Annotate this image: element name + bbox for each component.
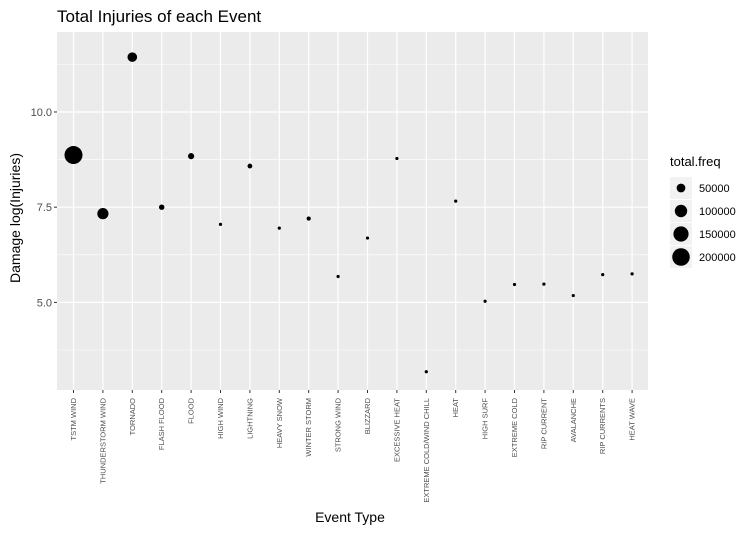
data-point bbox=[64, 146, 83, 165]
chart-title: Total Injuries of each Event bbox=[57, 7, 261, 26]
plot-panel bbox=[57, 32, 648, 390]
data-point bbox=[218, 222, 223, 226]
x-tick-label: WINTER STORM bbox=[304, 398, 313, 457]
x-tick-label: HIGH SURF bbox=[481, 398, 490, 440]
x-tick-label: EXTREME COLD/WIND CHILL bbox=[422, 398, 431, 503]
legend-title: total.freq bbox=[670, 154, 721, 169]
x-tick-label: BLIZZARD bbox=[363, 397, 372, 434]
data-point bbox=[512, 282, 517, 287]
legend-symbol bbox=[673, 226, 689, 242]
legend-label: 150000 bbox=[699, 229, 736, 241]
x-tick-label: HIGH WIND bbox=[216, 397, 225, 438]
y-axis-title: Damage log(Injuries) bbox=[7, 153, 23, 283]
data-point bbox=[188, 153, 195, 160]
legend: total.freq 50000 100000 150000 200000 bbox=[670, 154, 736, 268]
grid-lines bbox=[57, 32, 648, 390]
x-tick-label: EXCESSIVE HEAT bbox=[392, 398, 401, 462]
data-point bbox=[97, 208, 109, 220]
x-tick-label: TSTM WIND bbox=[69, 397, 78, 440]
data-point bbox=[306, 216, 311, 221]
data-point bbox=[542, 282, 546, 286]
y-tick-label: 10.0 bbox=[31, 107, 52, 119]
x-axis-title: Event Type bbox=[315, 509, 385, 525]
x-tick-label: HEAVY SNOW bbox=[275, 397, 284, 448]
data-point bbox=[424, 370, 428, 374]
x-tick-label: EXTREME COLD bbox=[510, 397, 519, 457]
legend-symbol bbox=[672, 248, 690, 266]
x-tick-label: HEAT WAVE bbox=[628, 398, 637, 441]
data-point bbox=[571, 293, 575, 298]
data-point bbox=[277, 226, 281, 230]
x-tick-label: HEAT bbox=[451, 398, 460, 418]
data-point bbox=[336, 274, 340, 279]
data-point bbox=[365, 236, 370, 240]
x-tick-label: RIP CURRENT bbox=[539, 398, 548, 450]
y-tick-label: 7.5 bbox=[37, 202, 52, 214]
x-tick-label: THUNDERSTORM WIND bbox=[98, 397, 107, 483]
y-tick-label: 5.0 bbox=[37, 297, 52, 309]
legend-label: 50000 bbox=[699, 183, 730, 195]
data-point bbox=[454, 199, 458, 203]
legend-label: 200000 bbox=[699, 252, 736, 264]
legend-symbol bbox=[676, 183, 686, 193]
data-point bbox=[630, 272, 634, 276]
legend-symbol bbox=[674, 204, 688, 218]
x-tick-label: RIP CURRENTS bbox=[598, 398, 607, 454]
data-point bbox=[395, 156, 399, 161]
data-points bbox=[64, 52, 634, 374]
x-tick-label: FLOOD bbox=[187, 397, 196, 423]
x-tick-label: FLASH FLOOD bbox=[157, 397, 166, 450]
x-tick-label: AVALANCHE bbox=[569, 398, 578, 442]
x-axis: TSTM WIND THUNDERSTORM WIND TORNADO FLASH F… bbox=[69, 390, 637, 503]
x-tick-label: STRONG WIND bbox=[334, 397, 343, 452]
x-tick-label: LIGHTNING bbox=[245, 398, 254, 439]
data-point bbox=[127, 52, 138, 62]
data-point bbox=[158, 204, 165, 210]
data-point bbox=[601, 273, 605, 277]
data-point bbox=[247, 163, 253, 169]
legend-label: 100000 bbox=[699, 206, 736, 218]
data-point bbox=[483, 299, 487, 303]
y-axis: 5.0 7.5 10.0 bbox=[31, 107, 57, 309]
x-tick-label: TORNADO bbox=[128, 398, 137, 436]
